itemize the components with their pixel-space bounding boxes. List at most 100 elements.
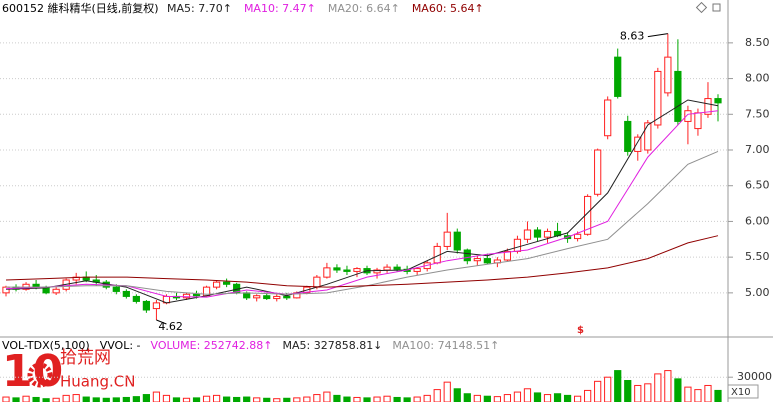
candle-body <box>223 281 231 285</box>
watermark: 10 拾荒网 Huang.CN <box>2 346 135 397</box>
ma-line <box>5 235 719 288</box>
volume-bar <box>172 397 181 402</box>
y-tick-label: 6.00 <box>745 214 770 227</box>
volume-bar <box>694 389 702 402</box>
volume-bar <box>363 397 371 402</box>
volume-bar <box>142 394 151 402</box>
candle-body <box>263 295 271 300</box>
volume-bar <box>604 376 612 402</box>
volume-bar <box>614 370 622 402</box>
candle-body <box>122 290 130 297</box>
candle-body <box>192 293 201 297</box>
volume-bar <box>223 396 231 402</box>
volume-bar <box>303 396 311 402</box>
y-tick-label: 6.50 <box>745 179 770 192</box>
volume-bar <box>413 396 421 402</box>
volume-bar <box>122 396 130 402</box>
volume-bar <box>182 397 191 402</box>
legend-entry: MA10: 7.47↑ <box>244 2 316 15</box>
candle-body <box>453 231 461 251</box>
volume-bar <box>162 394 171 402</box>
volume-bar <box>72 394 80 402</box>
watermark-gear <box>27 362 53 388</box>
volume-bar <box>483 395 491 402</box>
candle-body <box>152 302 161 310</box>
unit-box <box>727 384 759 399</box>
icon-square[interactable] <box>712 3 721 12</box>
volume-bar <box>383 395 391 402</box>
volume-unit: X10 <box>731 387 751 398</box>
volume-header: VOLUME: 252742.88↑ <box>151 339 273 352</box>
volume-bar <box>563 394 572 402</box>
volume-bar <box>233 396 241 402</box>
candle-body <box>463 249 471 262</box>
icon-diamond[interactable] <box>695 1 708 14</box>
volume-bar <box>243 396 251 402</box>
volume-bar <box>263 397 271 402</box>
candle-body <box>473 258 481 262</box>
volume-bar <box>212 394 221 402</box>
candle-body <box>594 149 602 195</box>
volume-bar <box>553 393 562 402</box>
candle-body <box>634 136 642 152</box>
candle-body <box>644 122 652 151</box>
volume-bar <box>644 383 652 402</box>
volume-bar <box>654 373 662 402</box>
candle-body <box>353 268 361 272</box>
candle-body <box>373 269 381 274</box>
annotation-label: 4.62 <box>158 320 183 333</box>
candle-body <box>273 295 281 300</box>
y-tick-label: 7.50 <box>745 107 770 120</box>
volume-bar <box>624 380 632 402</box>
volume-bar <box>503 394 512 402</box>
candle-body <box>112 286 120 292</box>
y-tick-label: 5.50 <box>745 250 770 263</box>
chart-title: 600152 維科精华(日线,前复权) <box>2 1 159 15</box>
candle-body <box>52 288 60 294</box>
volume-bar <box>463 393 471 402</box>
volume-bar <box>393 396 401 402</box>
volume-bar <box>293 397 301 402</box>
candle-body <box>132 295 140 302</box>
y-tick-label: 8.00 <box>745 72 770 85</box>
volume-bar <box>453 388 461 402</box>
volume-bar <box>92 397 100 402</box>
candle-body <box>503 250 512 261</box>
volume-header: VOL-TDX(5,100) <box>2 339 90 352</box>
candle-body <box>684 110 692 122</box>
volume-bar <box>313 394 321 402</box>
volume-bar <box>664 370 672 402</box>
volume-bar <box>12 397 20 402</box>
volume-bar <box>443 381 451 402</box>
volume-header: VVOL: - <box>100 339 141 352</box>
volume-bar <box>543 394 552 402</box>
volume-bar <box>132 396 140 402</box>
volume-bar <box>423 394 431 402</box>
volume-bar <box>433 389 441 402</box>
candle-body <box>694 112 702 130</box>
candle-body <box>2 286 10 294</box>
annotation-label: 8.63 <box>620 30 645 43</box>
y-tick-label: 7.00 <box>745 143 770 156</box>
volume-bar <box>493 396 501 402</box>
volume-header: MA5: 327858.81↓ <box>282 339 382 352</box>
candle-body <box>704 98 712 115</box>
volume-bar <box>152 391 161 402</box>
volume-bar <box>584 389 592 402</box>
y-tick-label: 5.00 <box>745 286 770 299</box>
candle-body <box>523 229 532 240</box>
candle-body <box>243 292 251 299</box>
volume-bar <box>102 397 110 402</box>
candle-body <box>343 269 351 272</box>
candle-body <box>513 238 522 252</box>
volume-bar <box>22 395 30 402</box>
candle-body <box>664 56 672 94</box>
candle-body <box>383 266 391 271</box>
volume-bar <box>323 391 331 402</box>
volume-bar <box>202 395 211 402</box>
volume-bar <box>333 394 341 402</box>
volume-bar <box>192 397 201 402</box>
volume-bar <box>32 396 40 402</box>
candle-body <box>393 266 401 270</box>
